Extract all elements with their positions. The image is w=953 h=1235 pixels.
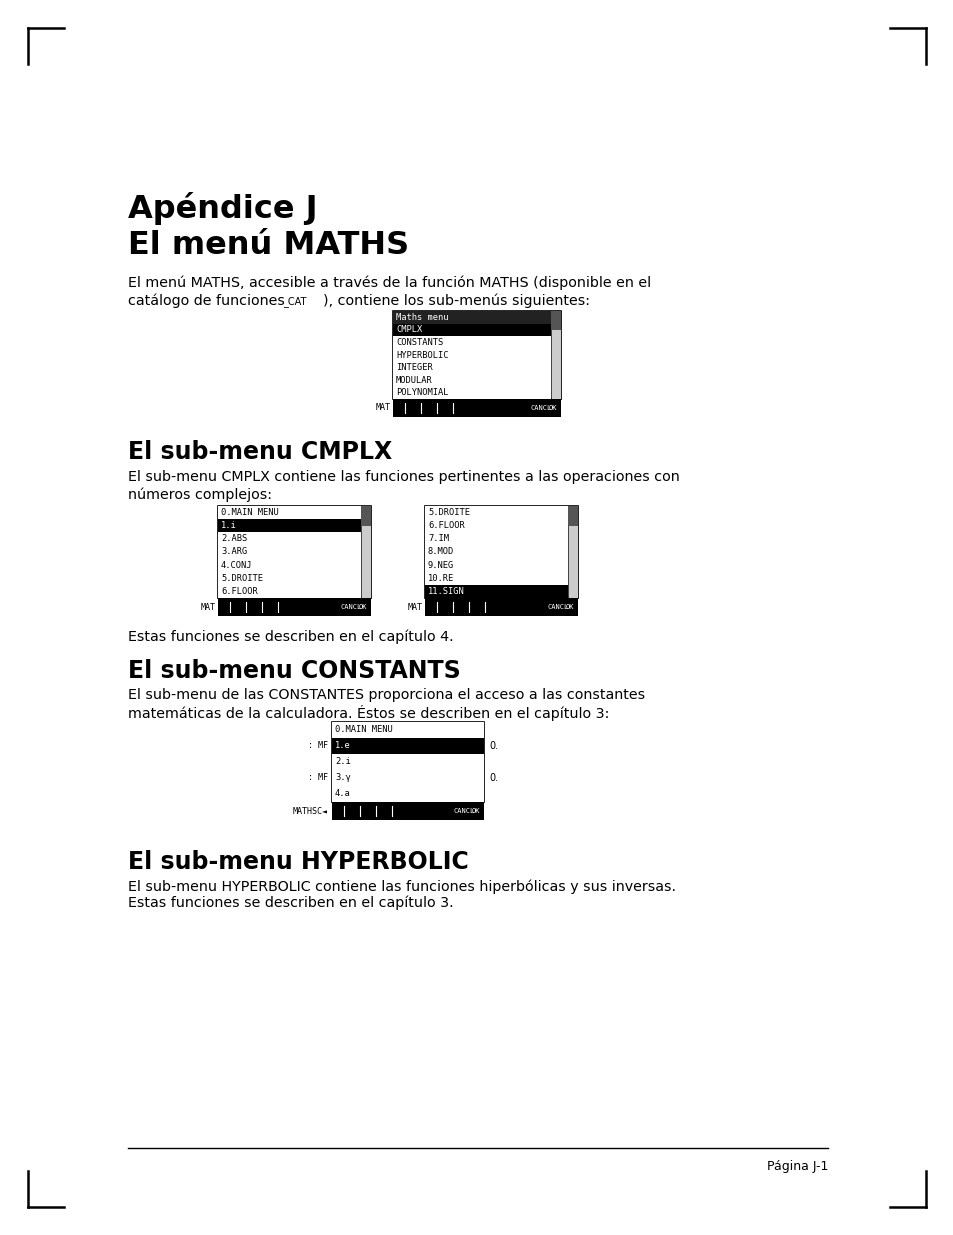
- Bar: [393, 362, 551, 374]
- Text: números complejos:: números complejos:: [128, 487, 272, 501]
- Bar: [424, 546, 567, 558]
- Text: El sub-menu de las CONSTANTES proporciona el acceso a las constantes: El sub-menu de las CONSTANTES proporcion…: [128, 688, 644, 701]
- Bar: [393, 336, 551, 348]
- Text: El sub-menu HYPERBOLIC: El sub-menu HYPERBOLIC: [128, 850, 468, 874]
- Text: MODULAR: MODULAR: [395, 375, 433, 384]
- Text: CANCL: CANCL: [547, 604, 569, 610]
- Bar: [424, 585, 567, 598]
- Bar: [424, 519, 567, 532]
- Text: 2.ABS: 2.ABS: [221, 535, 247, 543]
- Bar: [567, 506, 578, 526]
- Bar: [424, 598, 578, 616]
- Bar: [424, 572, 567, 585]
- Text: OK: OK: [548, 405, 557, 411]
- Bar: [218, 506, 371, 598]
- Bar: [424, 506, 567, 519]
- Bar: [218, 532, 360, 546]
- Text: El sub-menu HYPERBOLIC contiene las funciones hiperbólicas y sus inversas.: El sub-menu HYPERBOLIC contiene las func…: [128, 879, 676, 893]
- Bar: [332, 722, 483, 739]
- Text: 0.MAIN MENU: 0.MAIN MENU: [221, 508, 278, 517]
- Text: 1.e: 1.e: [335, 741, 351, 751]
- Text: matemáticas de la calculadora. Éstos se describen en el capítulo 3:: matemáticas de la calculadora. Éstos se …: [128, 705, 609, 721]
- Bar: [393, 311, 560, 399]
- Text: El menú MATHS, accesible a través de la función MATHS (disponible en el: El menú MATHS, accesible a través de la …: [128, 275, 651, 290]
- Text: INTEGER: INTEGER: [395, 363, 433, 372]
- Bar: [332, 802, 483, 820]
- Bar: [218, 572, 360, 585]
- Text: El sub-menu CMPLX contiene las funciones pertinentes a las operaciones con: El sub-menu CMPLX contiene las funciones…: [128, 471, 679, 484]
- Bar: [551, 311, 560, 399]
- Text: CONSTANTS: CONSTANTS: [395, 338, 443, 347]
- Bar: [393, 324, 551, 336]
- Text: CMPLX: CMPLX: [395, 325, 422, 335]
- Bar: [332, 769, 483, 785]
- Text: Página J-1: Página J-1: [766, 1160, 827, 1173]
- Text: _CAT: _CAT: [283, 296, 306, 308]
- Bar: [360, 506, 371, 526]
- Text: 3.γ: 3.γ: [335, 773, 351, 783]
- Text: 6.FLOOR: 6.FLOOR: [428, 521, 464, 530]
- Text: OK: OK: [565, 604, 574, 610]
- Text: El menú MATHS: El menú MATHS: [128, 230, 409, 261]
- Text: CANCL: CANCL: [340, 604, 362, 610]
- Bar: [218, 558, 360, 572]
- Text: 7.IM: 7.IM: [428, 535, 449, 543]
- Bar: [332, 722, 483, 802]
- Text: MATHSC◄: MATHSC◄: [293, 806, 328, 815]
- Text: 3.ARG: 3.ARG: [221, 547, 247, 557]
- Bar: [424, 506, 578, 598]
- Text: 9.NEG: 9.NEG: [428, 561, 454, 569]
- Text: : MF: : MF: [308, 773, 328, 783]
- Text: 0.: 0.: [489, 741, 497, 751]
- Text: CANCL: CANCL: [531, 405, 552, 411]
- Text: HYPERBOLIC: HYPERBOLIC: [395, 351, 448, 359]
- Bar: [332, 785, 483, 802]
- Text: 5.DROITE: 5.DROITE: [428, 508, 470, 517]
- Bar: [551, 311, 560, 330]
- Text: 1.i: 1.i: [221, 521, 236, 530]
- Text: POLYNOMIAL: POLYNOMIAL: [395, 388, 448, 398]
- Bar: [360, 506, 371, 598]
- Bar: [424, 558, 567, 572]
- Bar: [218, 546, 360, 558]
- Bar: [567, 506, 578, 598]
- Text: 4.CONJ: 4.CONJ: [221, 561, 253, 569]
- Bar: [332, 755, 483, 769]
- Bar: [393, 374, 551, 387]
- Text: 10.RE: 10.RE: [428, 574, 454, 583]
- Text: ), contiene los sub-menús siguientes:: ), contiene los sub-menús siguientes:: [323, 293, 589, 308]
- Text: Apéndice J: Apéndice J: [128, 191, 317, 225]
- Bar: [218, 506, 360, 519]
- Text: 4.a: 4.a: [335, 789, 351, 799]
- Text: Maths menu: Maths menu: [395, 312, 448, 322]
- Text: CANCL: CANCL: [454, 808, 475, 814]
- Text: OK: OK: [358, 604, 367, 610]
- Text: 5.DROITE: 5.DROITE: [221, 574, 263, 583]
- Text: MAT: MAT: [375, 404, 391, 412]
- Bar: [218, 585, 360, 598]
- Bar: [393, 311, 551, 324]
- Text: 0.MAIN MENU: 0.MAIN MENU: [335, 725, 393, 735]
- Bar: [424, 532, 567, 546]
- Bar: [393, 348, 551, 362]
- Text: MAT: MAT: [408, 603, 422, 611]
- Text: MAT: MAT: [201, 603, 215, 611]
- Text: Estas funciones se describen en el capítulo 3.: Estas funciones se describen en el capít…: [128, 897, 453, 910]
- Text: El sub-menu CMPLX: El sub-menu CMPLX: [128, 440, 392, 464]
- Text: catálogo de funciones: catálogo de funciones: [128, 293, 285, 308]
- Text: 2.i: 2.i: [335, 757, 351, 767]
- Text: 8.MOD: 8.MOD: [428, 547, 454, 557]
- Bar: [332, 739, 483, 755]
- Text: 0.: 0.: [489, 773, 497, 783]
- Text: OK: OK: [471, 808, 479, 814]
- Text: 11.SIGN: 11.SIGN: [428, 587, 464, 597]
- Bar: [393, 387, 551, 399]
- Text: Estas funciones se describen en el capítulo 4.: Estas funciones se describen en el capít…: [128, 630, 453, 645]
- Text: El sub-menu CONSTANTS: El sub-menu CONSTANTS: [128, 659, 460, 683]
- Bar: [218, 598, 371, 616]
- Bar: [218, 519, 360, 532]
- Bar: [393, 399, 560, 417]
- Text: 6.FLOOR: 6.FLOOR: [221, 587, 257, 597]
- Text: : MF: : MF: [308, 741, 328, 751]
